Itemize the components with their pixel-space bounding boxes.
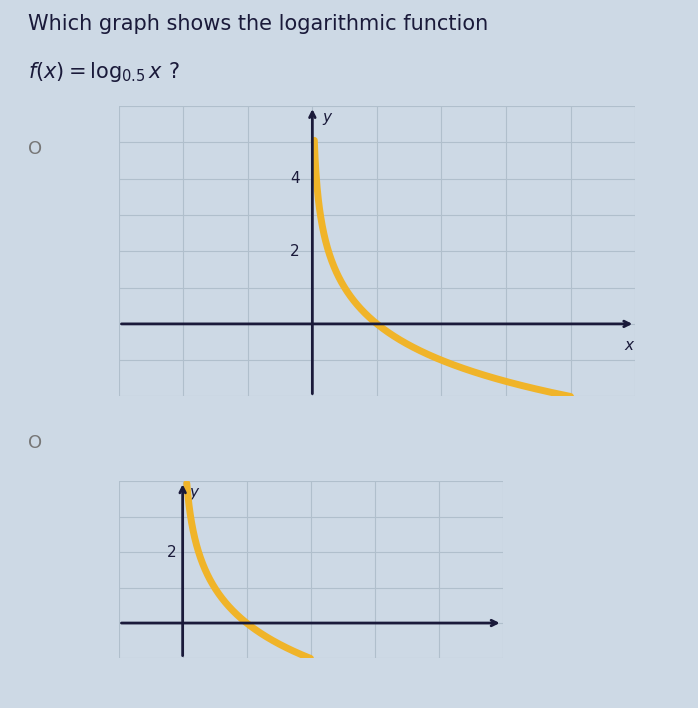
Text: y: y (322, 110, 331, 125)
Text: x: x (624, 338, 633, 353)
Text: O: O (28, 139, 42, 158)
Text: 2: 2 (167, 544, 176, 560)
Text: 2: 2 (290, 244, 299, 259)
Text: $f(x) = \log_{0.5} x\ ?$: $f(x) = \log_{0.5} x\ ?$ (28, 60, 179, 84)
Text: y: y (189, 485, 198, 500)
Text: Which graph shows the logarithmic function: Which graph shows the logarithmic functi… (28, 14, 488, 34)
Text: 4: 4 (290, 171, 299, 186)
Text: O: O (28, 433, 42, 452)
